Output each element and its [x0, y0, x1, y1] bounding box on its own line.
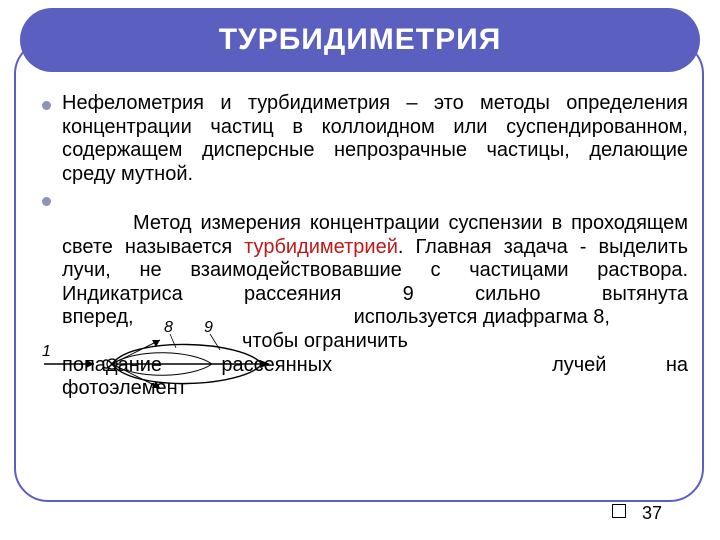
body-content: Нефелометрия и турбидиметрия – это метод… [38, 92, 688, 426]
page-number: 37 [642, 503, 662, 524]
list-item: Метод измерения концентрации суспензии в… [38, 188, 688, 424]
bullet-text: Нефелометрия и турбидиметрия – это метод… [62, 92, 688, 185]
bullet-list: Нефелометрия и турбидиметрия – это метод… [38, 92, 688, 424]
bullet-text-after: . Главная задача - выделить лучи, не вза… [62, 236, 694, 400]
title-band: ТУРБИДИМЕТРИЯ [20, 8, 700, 72]
list-item: Нефелометрия и турбидиметрия – это метод… [38, 92, 688, 186]
slide-title: ТУРБИДИМЕТРИЯ [219, 23, 502, 56]
highlight-term: турбидиметрией [244, 236, 398, 258]
slide: ТУРБИДИМЕТРИЯ Нефелометрия и турбидиметр… [0, 0, 720, 540]
page-number-icon [612, 504, 626, 518]
